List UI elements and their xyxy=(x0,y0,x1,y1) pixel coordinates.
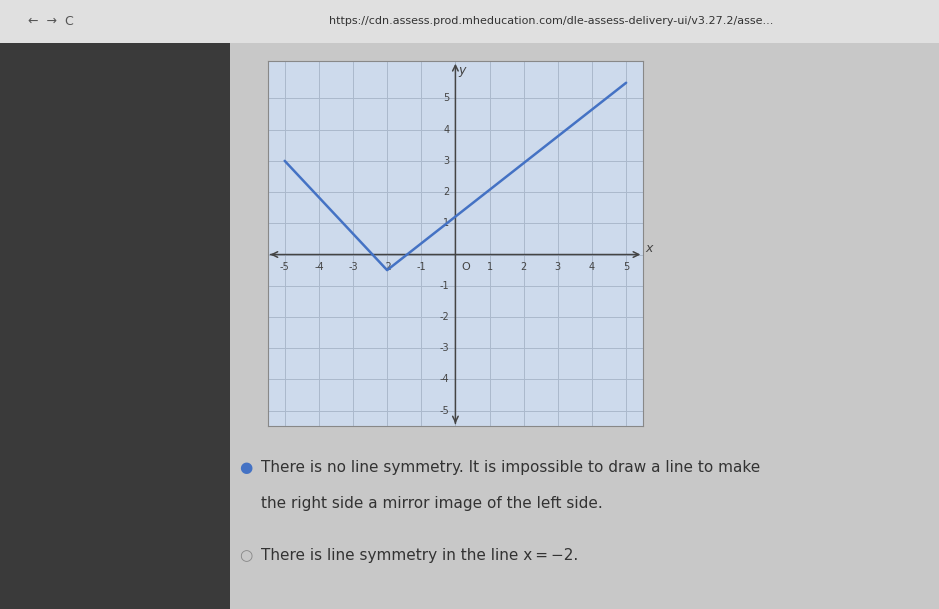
Text: -4: -4 xyxy=(439,375,449,384)
Text: 2: 2 xyxy=(443,187,449,197)
Text: 4: 4 xyxy=(443,125,449,135)
Text: There is no line symmetry. It is impossible to draw a line to make: There is no line symmetry. It is impossi… xyxy=(261,460,761,475)
Text: ●: ● xyxy=(239,460,253,475)
Text: -3: -3 xyxy=(439,343,449,353)
Text: the right side a mirror image of the left side.: the right side a mirror image of the lef… xyxy=(261,496,603,512)
Text: O: O xyxy=(462,262,470,272)
Text: x: x xyxy=(645,242,653,255)
Text: 4: 4 xyxy=(589,262,595,272)
Text: 5: 5 xyxy=(623,262,629,272)
Text: -2: -2 xyxy=(439,312,449,322)
Text: https://cdn.assess.prod.mheducation.com/dle-assess-delivery-ui/v3.27.2/asse...: https://cdn.assess.prod.mheducation.com/… xyxy=(329,16,773,26)
Text: -1: -1 xyxy=(439,281,449,290)
Text: There is line symmetry in the line x = −2.: There is line symmetry in the line x = −… xyxy=(261,548,578,563)
Text: -2: -2 xyxy=(382,262,392,272)
Text: -1: -1 xyxy=(417,262,426,272)
Text: -3: -3 xyxy=(348,262,358,272)
Text: ○: ○ xyxy=(239,548,253,563)
Text: -5: -5 xyxy=(280,262,289,272)
Text: -5: -5 xyxy=(439,406,449,416)
Text: ←  →  C: ← → C xyxy=(28,15,74,28)
Text: -4: -4 xyxy=(314,262,324,272)
Text: 3: 3 xyxy=(555,262,561,272)
Text: 2: 2 xyxy=(520,262,527,272)
Text: y: y xyxy=(458,64,465,77)
Text: 1: 1 xyxy=(486,262,493,272)
Text: 3: 3 xyxy=(443,156,449,166)
Text: 5: 5 xyxy=(443,93,449,104)
Text: 1: 1 xyxy=(443,218,449,228)
